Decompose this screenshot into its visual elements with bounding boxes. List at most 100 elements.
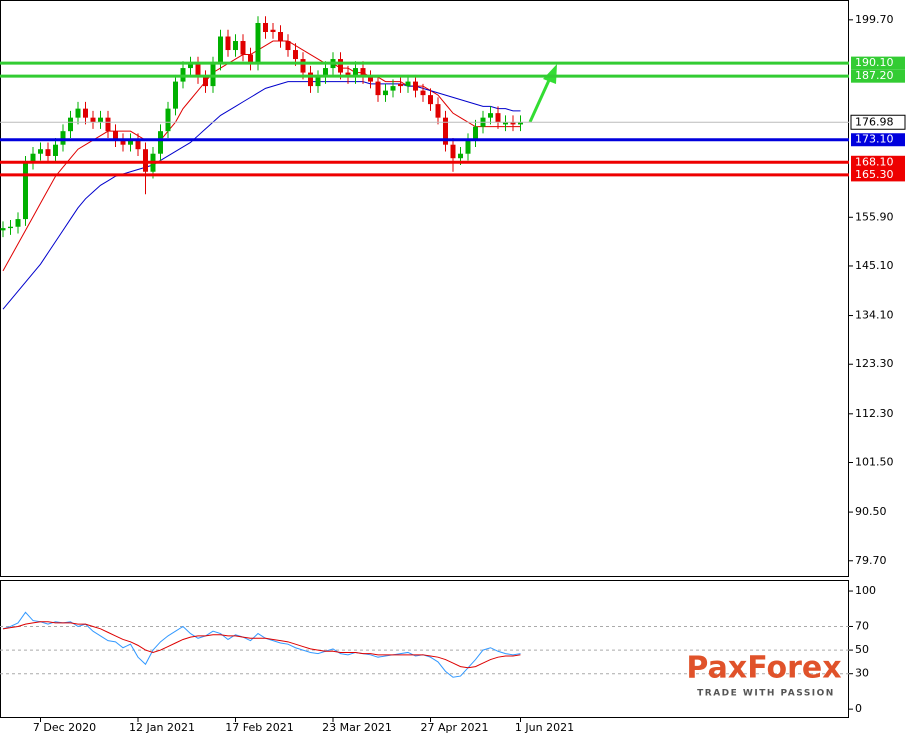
candle-body <box>323 68 328 78</box>
y-tick-label: 50 <box>855 643 869 656</box>
candle-body <box>338 59 343 73</box>
candle-body <box>308 72 313 87</box>
line <box>2 40 521 272</box>
candle-body <box>248 54 253 64</box>
x-tick-label: 27 Apr 2021 <box>420 721 488 734</box>
candle-body <box>413 81 418 91</box>
candle-body <box>428 95 433 105</box>
candle-body <box>68 117 73 132</box>
candle-body <box>165 108 171 132</box>
candle-body <box>90 117 96 123</box>
y-tick-label: 100 <box>855 584 876 597</box>
y-tick-label: 79.70 <box>855 554 887 567</box>
level-label-box <box>851 155 905 169</box>
candle-body <box>240 41 246 55</box>
candle-body <box>360 68 366 78</box>
candle-body <box>450 144 456 159</box>
main-frame <box>0 0 849 577</box>
candle-body <box>98 117 103 123</box>
candle-body <box>353 68 358 78</box>
candle-body <box>518 122 523 125</box>
y-tick-label: 145.10 <box>855 259 894 272</box>
level-label: 190.10 <box>855 56 894 69</box>
candle-body <box>120 140 126 145</box>
candle-body <box>30 153 36 163</box>
candle-body <box>285 41 291 51</box>
x-tick-label: 12 Jan 2021 <box>129 721 195 734</box>
level-label-box <box>851 168 905 182</box>
level-label: 187.20 <box>855 69 894 82</box>
x-tick-label: 23 Mar 2021 <box>322 721 392 734</box>
candle-body <box>8 226 13 229</box>
candle-body <box>458 153 463 159</box>
candle-body <box>53 144 58 156</box>
candle-body <box>15 219 21 227</box>
candle-body <box>488 113 493 118</box>
x-tick-label: 1 Jun 2021 <box>515 721 574 734</box>
candle-body <box>233 41 238 51</box>
brand-name: PaxForex <box>686 651 841 686</box>
line <box>2 81 521 310</box>
candle-body <box>75 108 81 118</box>
level-label: 165.30 <box>855 168 894 181</box>
candle-body <box>135 140 141 150</box>
candle-body <box>495 113 501 123</box>
candle-body <box>255 22 261 64</box>
level-label-box <box>851 56 905 70</box>
candle-body <box>45 149 51 156</box>
candle-body <box>293 50 298 60</box>
candle-body <box>420 90 426 96</box>
oscillator-frame <box>0 580 849 718</box>
candle-body <box>38 149 43 154</box>
candle-body <box>465 140 471 154</box>
candle-body <box>435 104 441 118</box>
candle-body <box>195 63 201 78</box>
current-price-label: 176.98 <box>855 115 894 128</box>
level-label-box <box>851 69 905 83</box>
candle-body <box>390 86 396 91</box>
y-tick-label: 199.70 <box>855 13 894 26</box>
level-label: 173.10 <box>855 133 894 146</box>
candle-body <box>315 77 321 87</box>
candle-body <box>278 32 283 42</box>
y-tick-label: 70 <box>855 619 869 632</box>
candle-body <box>188 63 193 69</box>
line <box>2 611 521 678</box>
y-tick-label: 123.30 <box>855 357 894 370</box>
candle-body <box>83 108 88 118</box>
logo: PaxForex TRADE WITH PASSION <box>686 651 841 699</box>
candle-body <box>158 131 163 154</box>
candle-body <box>383 90 388 96</box>
y-tick-label: 134.10 <box>855 309 894 322</box>
x-tick-label: 17 Feb 2021 <box>225 721 293 734</box>
arrow-head <box>543 64 557 84</box>
candle-body <box>270 29 276 33</box>
y-tick-label: 155.90 <box>855 210 894 223</box>
y-tick-label: 0 <box>855 702 862 715</box>
candle-body <box>368 77 373 82</box>
candle-body <box>375 81 381 96</box>
candle-body <box>105 117 111 132</box>
candle-body <box>473 126 478 141</box>
candle-body <box>173 81 178 109</box>
candle-body <box>113 131 118 141</box>
trend-arrow <box>528 64 557 123</box>
candle-body <box>225 36 231 51</box>
candle-body <box>300 59 306 73</box>
candle-body <box>263 22 268 33</box>
candle-body <box>143 149 148 172</box>
candle-body <box>443 117 448 145</box>
x-tick-label: 7 Dec 2020 <box>33 721 96 734</box>
candle-body <box>405 81 411 87</box>
y-tick-label: 30 <box>855 667 869 680</box>
candle-body <box>398 83 403 87</box>
candle-body <box>0 228 6 231</box>
candle-body <box>128 140 133 145</box>
candle-body <box>60 131 66 145</box>
current-price-box <box>850 114 906 130</box>
candle-body <box>218 36 223 64</box>
level-label: 168.10 <box>855 155 894 168</box>
candle-body <box>510 122 516 125</box>
